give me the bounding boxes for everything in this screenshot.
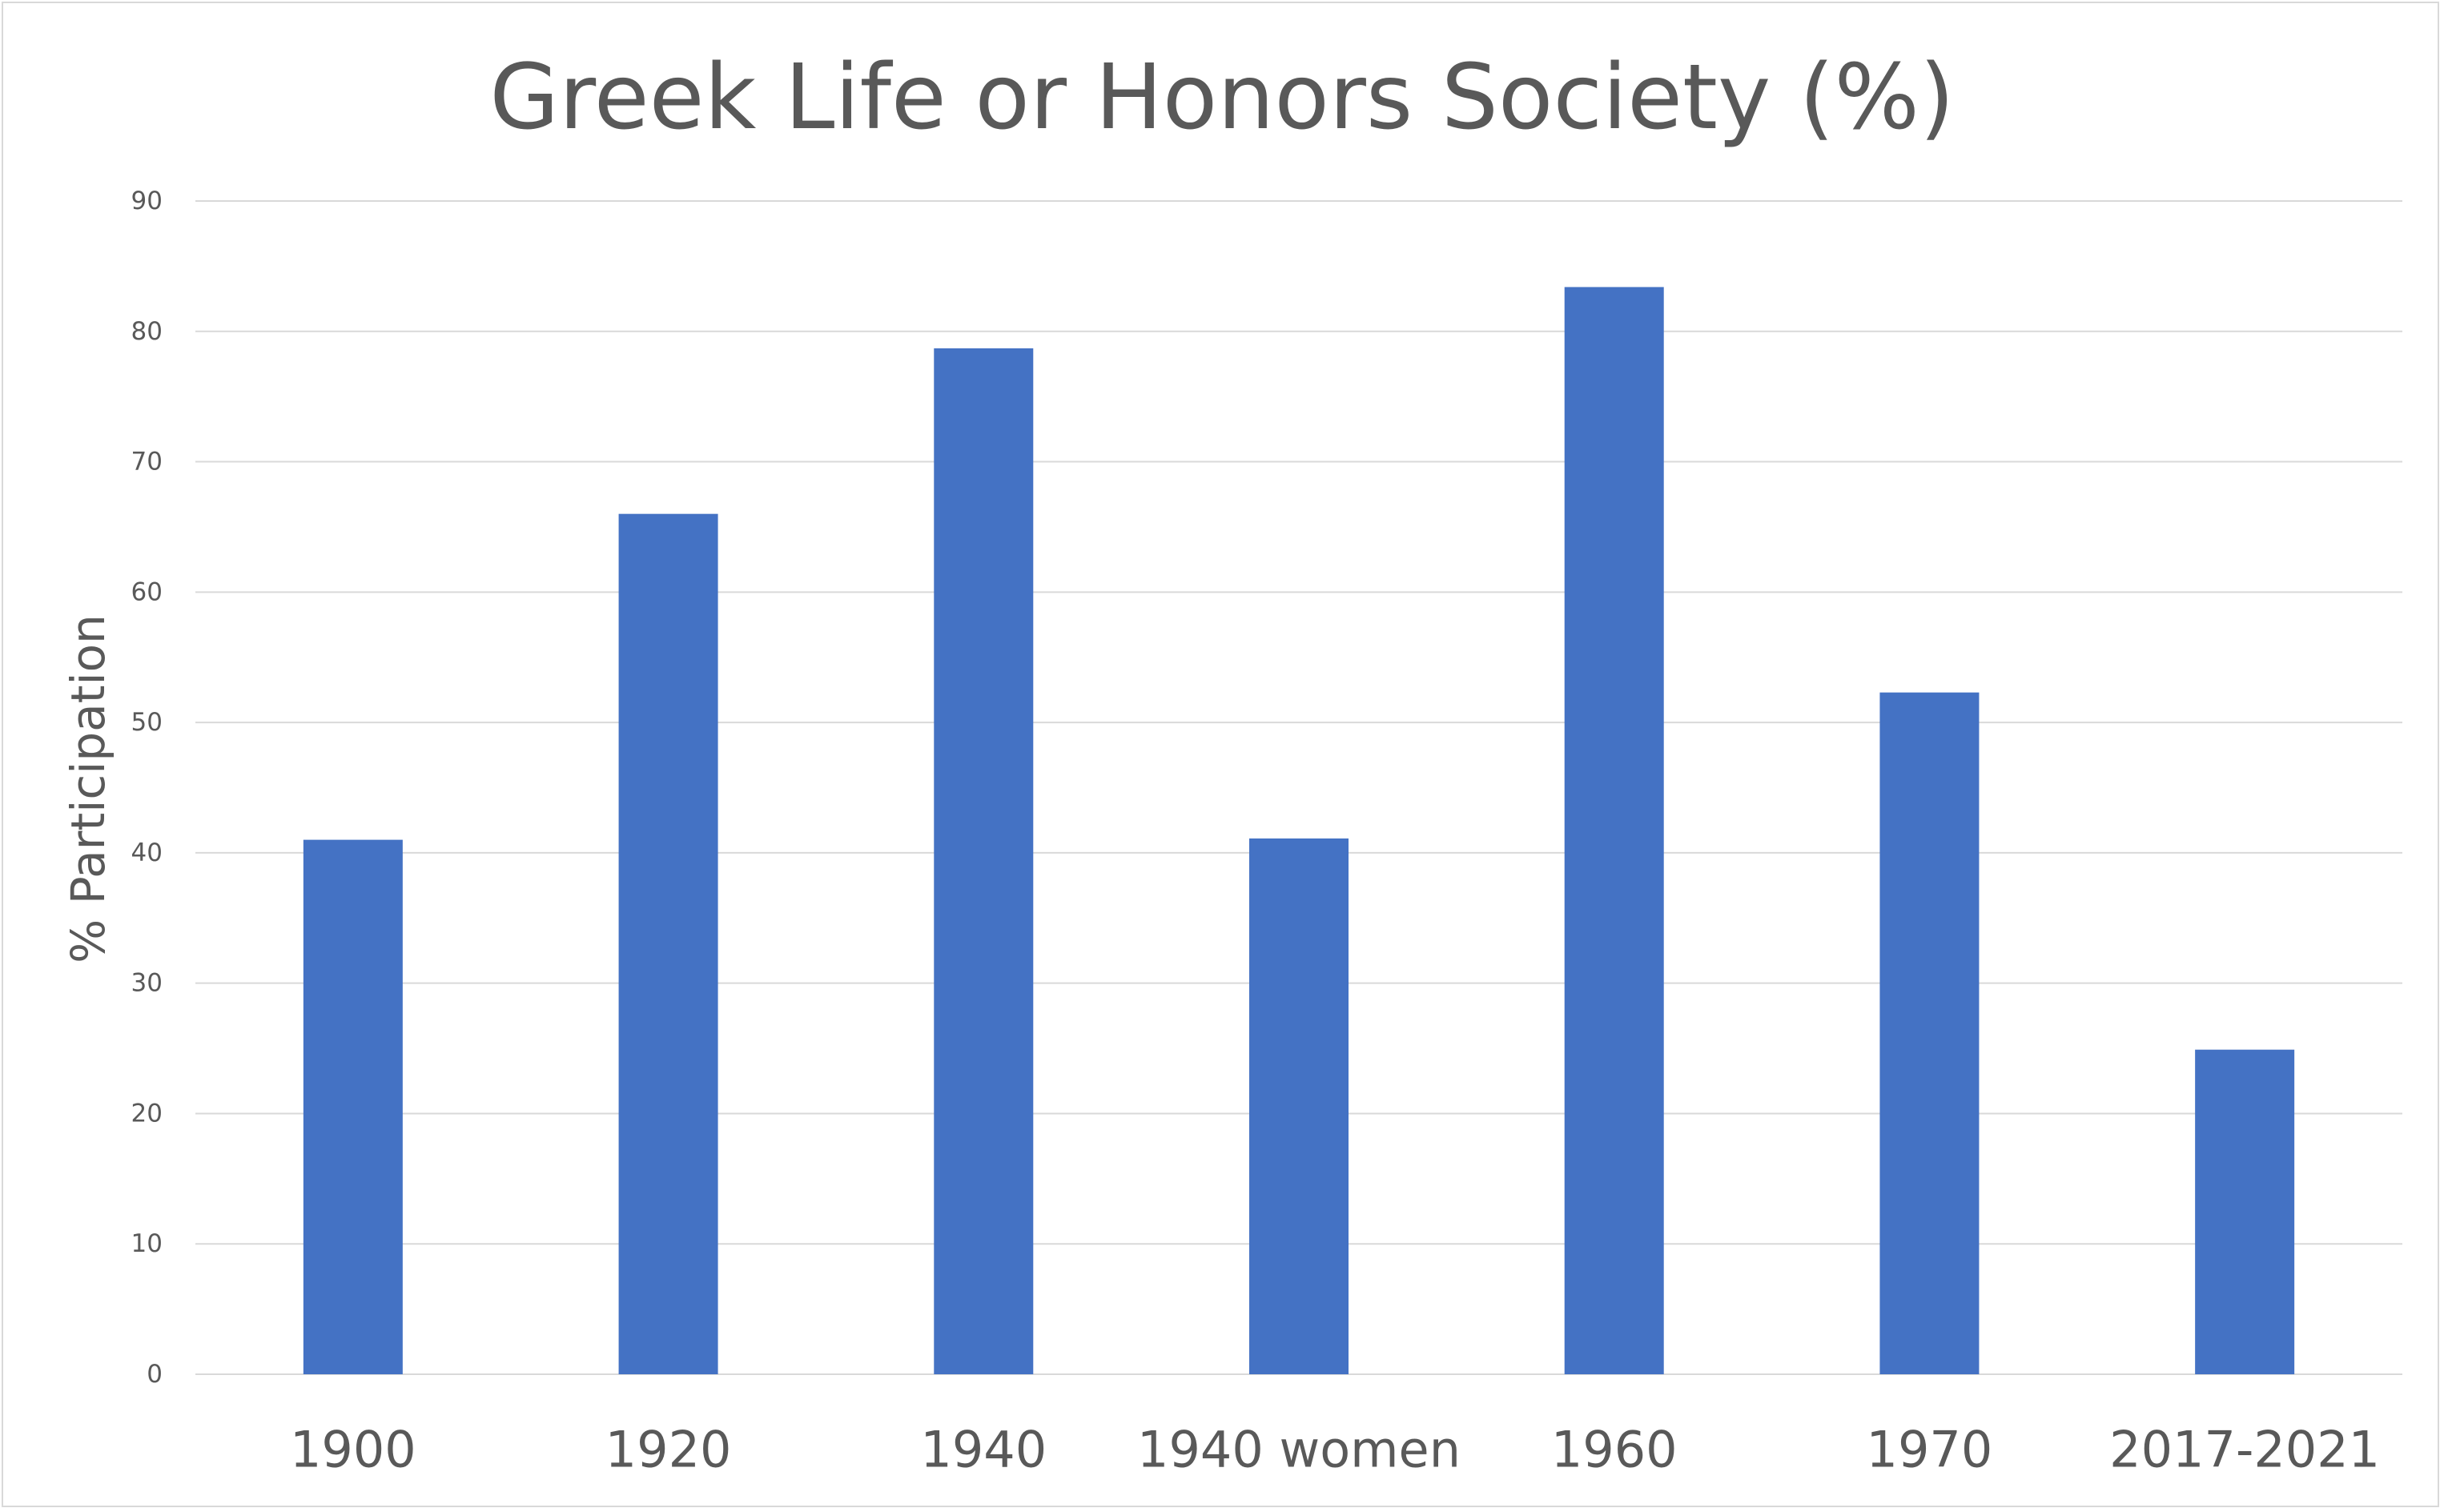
x-axis-ticks: 1900 1920 1940 1940 women 1960 1970 2017-2021 bbox=[290, 1421, 2380, 1479]
y-tick-label: 60 bbox=[131, 577, 163, 606]
x-tick-label: 1900 bbox=[290, 1421, 416, 1479]
bars bbox=[303, 287, 2295, 1374]
x-tick-label: 1960 bbox=[1551, 1421, 1678, 1479]
y-tick-label: 20 bbox=[131, 1099, 163, 1128]
chart-title: Greek Life or Honors Society (%) bbox=[489, 46, 1955, 150]
bar-1940 bbox=[934, 348, 1034, 1374]
y-tick-label: 50 bbox=[131, 708, 163, 737]
bar-1900 bbox=[303, 839, 403, 1374]
bar-1920 bbox=[618, 513, 718, 1374]
y-tick-label: 70 bbox=[131, 448, 163, 477]
y-axis-ticks: 0 10 20 30 40 50 60 70 80 90 bbox=[131, 187, 163, 1389]
bar-1940-women bbox=[1249, 838, 1349, 1374]
bar-1960 bbox=[1564, 287, 1664, 1374]
x-tick-label: 2017-2021 bbox=[2109, 1421, 2380, 1479]
y-tick-label: 40 bbox=[131, 838, 163, 867]
x-tick-label: 1940 women bbox=[1137, 1421, 1461, 1479]
y-tick-label: 30 bbox=[131, 969, 163, 998]
bar-1970 bbox=[1879, 692, 1980, 1374]
x-tick-label: 1920 bbox=[605, 1421, 732, 1479]
y-tick-label: 10 bbox=[131, 1229, 163, 1258]
x-tick-label: 1940 bbox=[920, 1421, 1047, 1479]
y-tick-label: 80 bbox=[131, 317, 163, 346]
x-tick-label: 1970 bbox=[1867, 1421, 1993, 1479]
bar-2017-2021 bbox=[2195, 1049, 2295, 1374]
y-tick-label: 90 bbox=[131, 187, 163, 215]
y-tick-label: 0 bbox=[147, 1360, 163, 1389]
